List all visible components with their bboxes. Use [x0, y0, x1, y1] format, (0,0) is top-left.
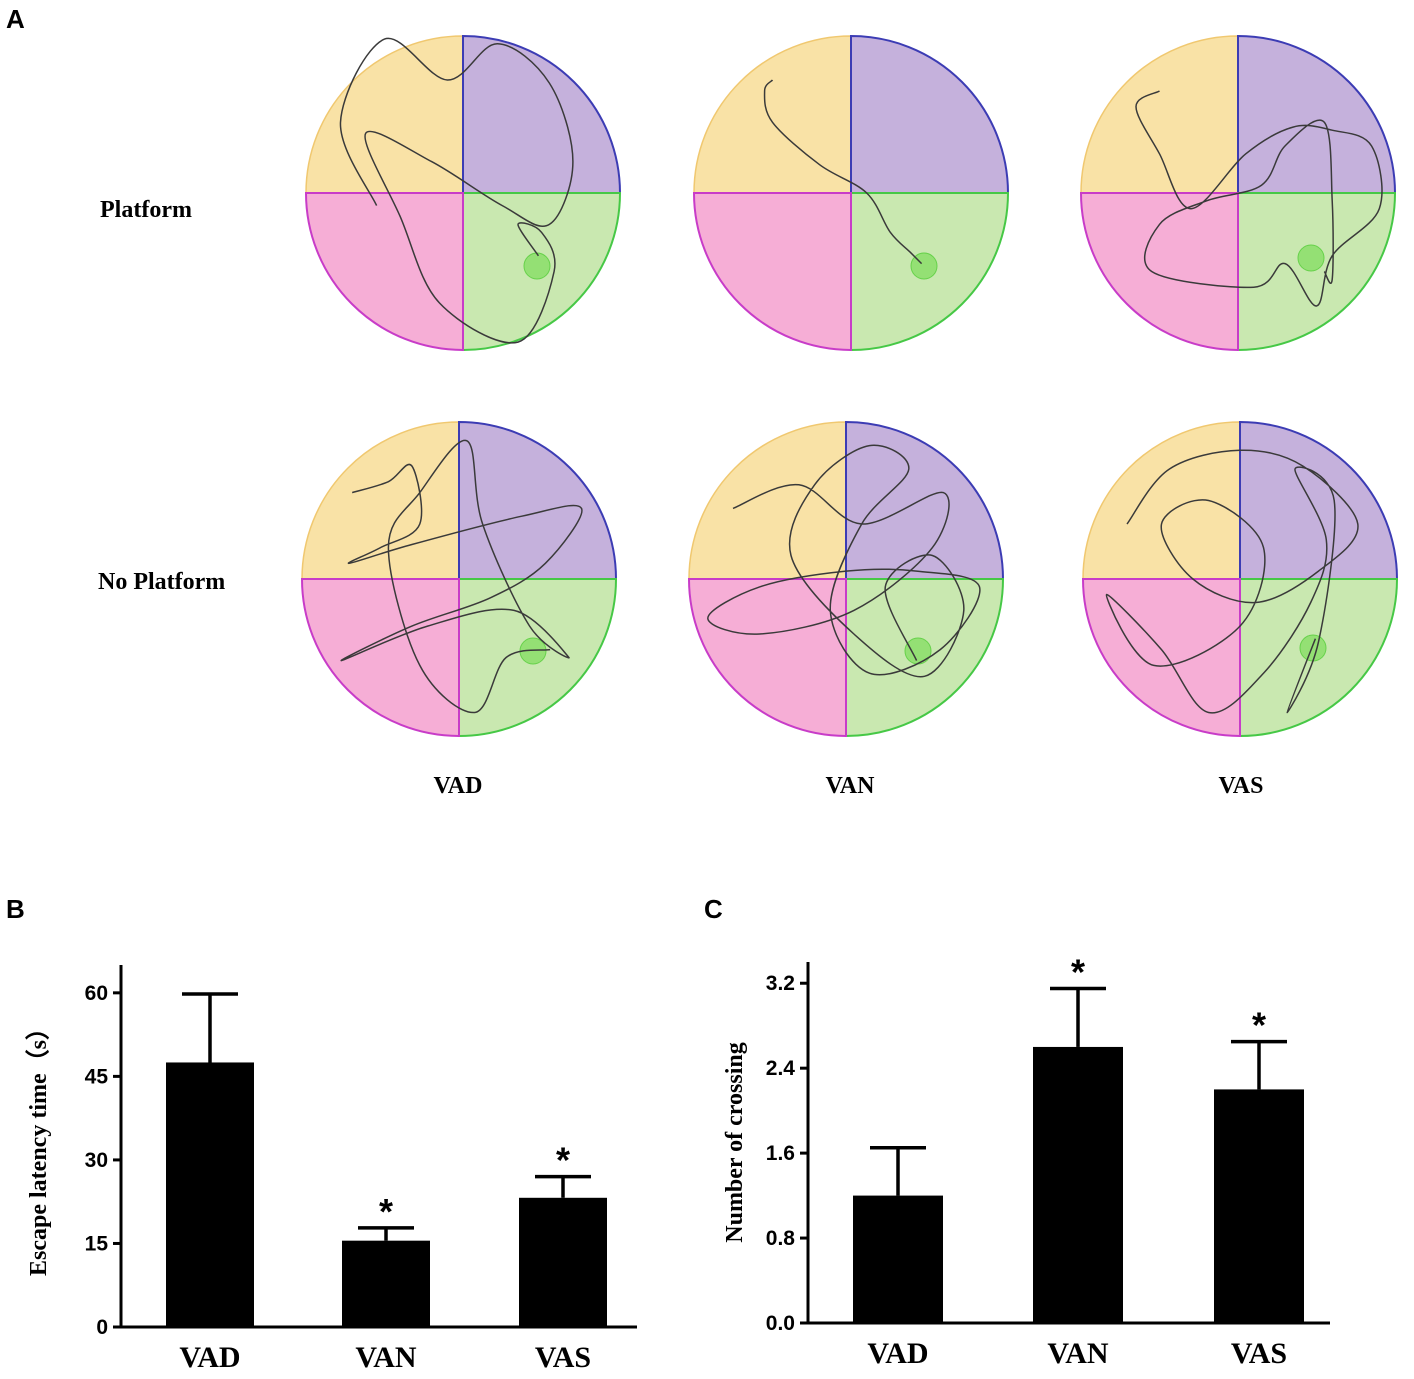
significance-marker: * [1071, 952, 1085, 993]
quadrant-bottom-left [300, 578, 460, 738]
category-label: VAN [1047, 1337, 1108, 1370]
quadrant-top-left [301, 421, 460, 580]
pool-vas-platform [1079, 34, 1397, 352]
quadrant-top-right [462, 34, 622, 194]
column-label-vad: VAD [434, 773, 483, 799]
y-tick-label: 60 [85, 982, 108, 1005]
category-label: VAD [179, 1341, 240, 1374]
category-label: VAS [1231, 1337, 1287, 1370]
y-axis-label: Escape latency time（s） [25, 1016, 52, 1276]
y-tick-label: 1.6 [766, 1142, 795, 1165]
pool-van-no-platform [687, 420, 1005, 738]
significance-marker: * [379, 1191, 393, 1232]
panel-letter-c: C [704, 894, 723, 924]
quadrant-top-right [845, 420, 1005, 580]
y-tick-label: 45 [85, 1065, 109, 1088]
panel-letter-a: A [6, 4, 25, 34]
platform-marker [904, 637, 932, 665]
pool-van-platform [692, 34, 1010, 352]
quadrant-top-left [693, 35, 852, 194]
pool-grid [300, 34, 1399, 738]
quadrant-top-left [1080, 35, 1239, 194]
bar-vas [519, 1197, 607, 1327]
y-tick-label: 30 [85, 1149, 108, 1172]
bar-van [1033, 1046, 1123, 1323]
y-tick-label: 0.0 [766, 1312, 795, 1335]
significance-marker: * [556, 1140, 570, 1181]
swim-path [1135, 90, 1383, 307]
quadrant-bottom-left [1081, 578, 1241, 738]
category-label: VAS [535, 1341, 591, 1374]
chart-number-of-crossing: 0.0 0.8 1.6 2.4 3.2 Number of crossing VAD * VAN… [722, 952, 1330, 1370]
quadrant-top-right [1239, 420, 1399, 580]
y-tick-label: 0.8 [766, 1227, 796, 1250]
y-tick-label: 15 [85, 1232, 109, 1255]
platform-marker [523, 252, 551, 280]
column-label-vas: VAS [1219, 773, 1264, 799]
platform-marker [1297, 244, 1325, 272]
y-tick-label: 2.4 [766, 1057, 796, 1080]
quadrant-top-right [458, 420, 618, 580]
category-label: VAD [867, 1337, 928, 1370]
swim-path [707, 444, 981, 678]
swim-path [339, 37, 574, 344]
column-label-van: VAN [826, 773, 876, 799]
significance-marker: * [1252, 1005, 1266, 1046]
bar-vad [166, 1062, 254, 1327]
swim-path [340, 439, 583, 714]
pool-vad-no-platform [300, 420, 618, 738]
row-label-no-platform: No Platform [98, 569, 225, 595]
quadrant-top-left [688, 421, 847, 580]
y-tick-label: 3.2 [766, 972, 795, 995]
pool-vas-no-platform [1081, 420, 1399, 738]
quadrant-bottom-left [692, 192, 852, 352]
panel-letter-b: B [6, 894, 25, 924]
bar-vad [853, 1195, 943, 1323]
quadrant-bottom-left [1079, 192, 1239, 352]
quadrant-top-right [850, 34, 1010, 194]
pool-vad-platform [304, 34, 622, 352]
quadrant-top-left [305, 35, 464, 194]
bar-van [342, 1240, 430, 1327]
y-axis-label: Number of crossing [722, 1042, 748, 1242]
row-label-platform: Platform [100, 197, 192, 223]
chart-escape-latency: 0 15 30 45 60 Escape latency time（s） VAD * VAN * V… [25, 965, 637, 1374]
quadrant-top-right [1237, 34, 1397, 194]
y-tick-label: 0 [96, 1316, 108, 1339]
quadrant-bottom-right [1237, 192, 1397, 352]
category-label: VAN [355, 1341, 416, 1374]
platform-marker [1299, 634, 1327, 662]
quadrant-bottom-left [687, 578, 847, 738]
quadrant-top-left [1082, 421, 1241, 580]
bar-vas [1214, 1089, 1304, 1323]
swim-path [1105, 449, 1359, 714]
quadrant-bottom-left [304, 192, 464, 352]
swim-path [763, 79, 923, 265]
